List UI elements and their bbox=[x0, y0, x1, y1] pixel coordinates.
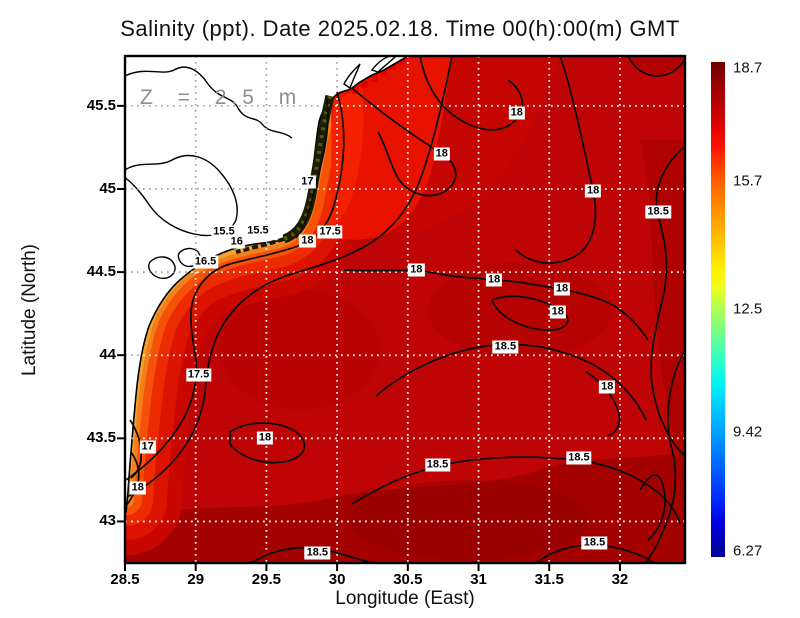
contour-label: 18 bbox=[129, 481, 146, 495]
colorbar bbox=[711, 62, 725, 557]
x-tick-label: 30.5 bbox=[393, 571, 423, 588]
salinity-shade-patches bbox=[125, 56, 685, 563]
colorbar-tick-label: 18.7 bbox=[733, 59, 763, 77]
inland-coastline-detail bbox=[125, 56, 397, 279]
colorbar-tick-label: 9.42 bbox=[733, 423, 763, 441]
contour-label: 15.5 bbox=[245, 224, 271, 238]
contour-label: 18 bbox=[599, 380, 616, 394]
contour-label: 18.5 bbox=[645, 205, 671, 219]
y-tick-label: 43 bbox=[99, 512, 116, 530]
y-tick-label: 44.5 bbox=[86, 263, 116, 281]
contour-label: 17.5 bbox=[185, 368, 212, 382]
contour-lines bbox=[125, 56, 685, 563]
contour-label: 18.5 bbox=[581, 536, 608, 550]
x-tick-label: 29.5 bbox=[251, 571, 281, 588]
contour-label: 18 bbox=[485, 273, 503, 287]
contour-label: 18.5 bbox=[304, 546, 331, 560]
contour-label: 16.5 bbox=[192, 255, 219, 269]
delta-contour-bundle bbox=[235, 94, 335, 254]
contour-label: 18.5 bbox=[492, 340, 519, 354]
y-tick-label: 45 bbox=[99, 179, 116, 197]
x-tick-label: 29 bbox=[187, 571, 205, 588]
x-tick-label: 28.5 bbox=[110, 571, 140, 588]
colorbar-tick-label: 12.5 bbox=[733, 300, 763, 318]
contour-label: 18.5 bbox=[566, 451, 592, 465]
y-tick-label: 43.5 bbox=[86, 429, 116, 447]
y-tick-label: 45.5 bbox=[86, 96, 116, 114]
x-tick-label: 31 bbox=[470, 571, 487, 588]
x-tick-label: 30 bbox=[328, 571, 346, 588]
contour-label: 18.5 bbox=[424, 458, 451, 472]
contour-label: 18 bbox=[433, 147, 450, 161]
contour-label: 18 bbox=[299, 234, 316, 247]
plot-frame bbox=[123, 54, 687, 565]
contour-label: 15.5 bbox=[211, 225, 237, 239]
x-axis-title: Longitude (East) bbox=[335, 588, 475, 609]
depth-annotation: Z = 2.5 m bbox=[140, 86, 302, 109]
x-tick-label: 31.5 bbox=[534, 571, 564, 588]
contour-label: 18 bbox=[584, 184, 602, 198]
contour-label: 18 bbox=[256, 431, 274, 445]
contour-label: 16 bbox=[228, 235, 245, 249]
x-tick-label: 32 bbox=[611, 571, 629, 588]
contour-label: 17 bbox=[299, 175, 316, 189]
y-axis-title: Latitude (North) bbox=[19, 243, 40, 377]
contour-label: 18 bbox=[549, 305, 566, 319]
y-axis-ticks bbox=[117, 104, 125, 523]
contour-label: 18 bbox=[553, 282, 571, 296]
contour-label: 18 bbox=[408, 263, 425, 277]
contour-label: 17 bbox=[139, 440, 156, 454]
y-tick-label: 44 bbox=[99, 346, 116, 364]
colorbar-tick-label: 6.27 bbox=[733, 542, 763, 560]
contour-label: 18 bbox=[508, 106, 525, 120]
colorbar-tick-label: 15.7 bbox=[733, 172, 763, 190]
contour-label: 17.5 bbox=[317, 225, 343, 239]
danube-plume bbox=[330, 56, 452, 240]
x-axis-ticks bbox=[124, 563, 621, 571]
chart-title: Salinity (ppt). Date 2025.02.18. Time 00… bbox=[120, 16, 680, 41]
